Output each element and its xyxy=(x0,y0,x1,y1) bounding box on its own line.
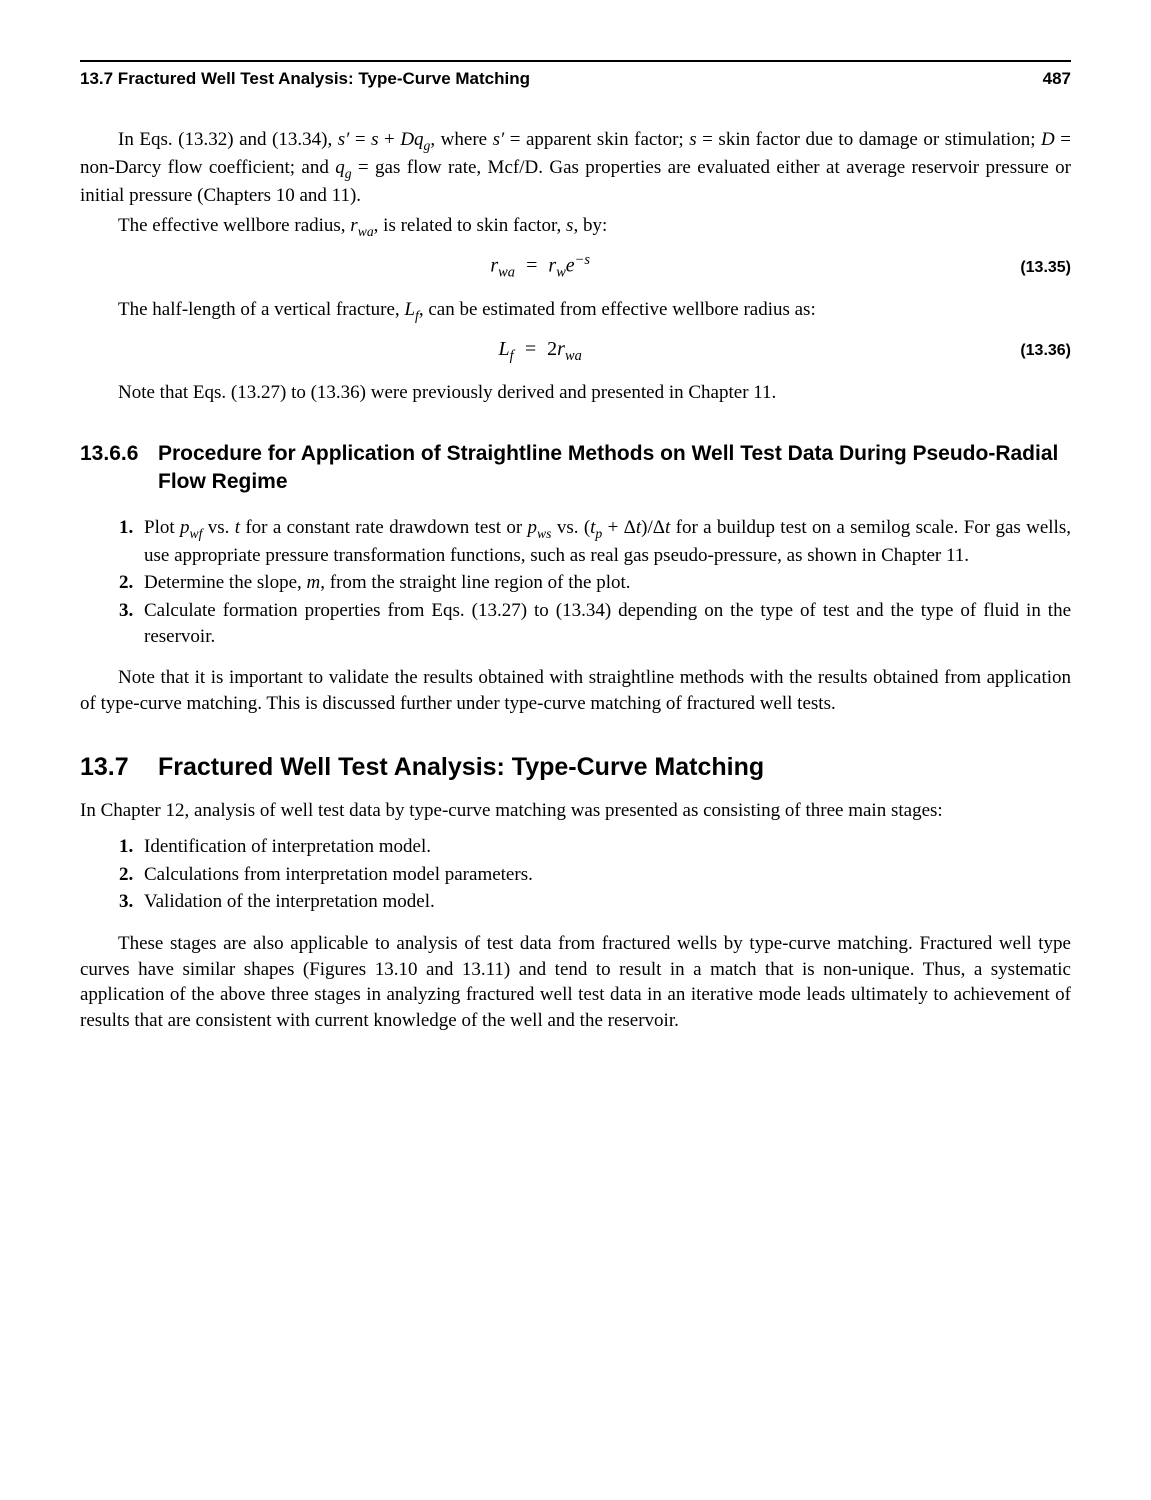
text: , from the straight line region of the p… xyxy=(320,572,630,593)
text: , can be estimated from effective wellbo… xyxy=(419,299,816,320)
heading-title: Fractured Well Test Analysis: Type-Curve… xyxy=(158,751,764,785)
section-heading-13-7: 13.7 Fractured Well Test Analysis: Type-… xyxy=(80,751,1071,785)
heading-title: Procedure for Application of Straightlin… xyxy=(158,440,1071,497)
equation-13-35: rwa = rwe−s (13.35) xyxy=(80,251,1071,283)
header-page-number: 487 xyxy=(1043,68,1071,91)
paragraph-4: Note that Eqs. (13.27) to (13.36) were p… xyxy=(80,380,1071,406)
text: = skin factor due to damage or stimulati… xyxy=(697,129,1041,150)
text: vs. xyxy=(202,517,234,538)
text: The half-length of a vertical fracture, xyxy=(118,299,404,320)
text: , is related to skin factor, xyxy=(374,215,566,236)
paragraph-7: These stages are also applicable to anal… xyxy=(80,931,1071,1034)
subsection-heading-13-6-6: 13.6.6 Procedure for Application of Stra… xyxy=(80,440,1071,497)
heading-number: 13.7 xyxy=(80,751,158,785)
heading-number: 13.6.6 xyxy=(80,440,158,497)
text: vs. xyxy=(551,517,583,538)
list-item: Calculate formation properties from Eqs.… xyxy=(138,598,1071,649)
procedure-list: Plot pwf vs. t for a constant rate drawd… xyxy=(80,515,1071,650)
text: Plot xyxy=(144,517,180,538)
running-header: 13.7 Fractured Well Test Analysis: Type-… xyxy=(80,68,1071,91)
list-item: Calculations from interpretation model p… xyxy=(138,862,1071,888)
paragraph-1: In Eqs. (13.32) and (13.34), s′ = s + Dq… xyxy=(80,127,1071,209)
equation-number: (13.35) xyxy=(1020,257,1071,279)
equation-math: Lf = 2rwa xyxy=(499,336,582,366)
header-left: 13.7 Fractured Well Test Analysis: Type-… xyxy=(80,68,530,91)
text: The effective wellbore radius, xyxy=(118,215,350,236)
text: , by: xyxy=(573,215,607,236)
list-item: Determine the slope, m, from the straigh… xyxy=(138,570,1071,596)
text: for a constant rate drawdown test or xyxy=(240,517,528,538)
text: Determine the slope, xyxy=(144,572,307,593)
equation-math: rwa = rwe−s xyxy=(490,251,590,283)
stages-list: Identification of interpretation model. … xyxy=(80,834,1071,915)
equation-13-36: Lf = 2rwa (13.36) xyxy=(80,336,1071,366)
paragraph-3: The half-length of a vertical fracture, … xyxy=(80,297,1071,325)
equation-number: (13.36) xyxy=(1020,340,1071,362)
list-item: Plot pwf vs. t for a constant rate drawd… xyxy=(138,515,1071,569)
text: In Eqs. (13.32) and (13.34), xyxy=(118,129,338,150)
paragraph-6: In Chapter 12, analysis of well test dat… xyxy=(80,798,1071,824)
list-item: Identification of interpretation model. xyxy=(138,834,1071,860)
paragraph-2: The effective wellbore radius, rwa, is r… xyxy=(80,213,1071,241)
paragraph-5: Note that it is important to validate th… xyxy=(80,665,1071,716)
text: = apparent skin factor; xyxy=(504,129,689,150)
list-item: Validation of the interpretation model. xyxy=(138,889,1071,915)
header-rule xyxy=(80,60,1071,62)
